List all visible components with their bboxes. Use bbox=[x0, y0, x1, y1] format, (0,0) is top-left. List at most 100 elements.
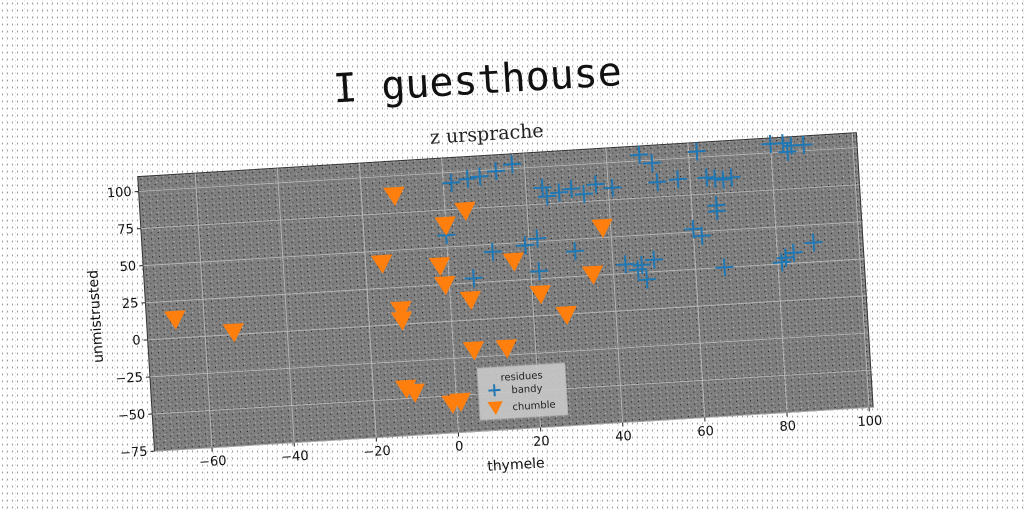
point-bandy bbox=[773, 134, 792, 153]
point-bandy bbox=[794, 135, 813, 154]
x-tick-label: −60 bbox=[199, 454, 227, 471]
point-chumble bbox=[441, 394, 463, 414]
point-chumble bbox=[502, 252, 525, 272]
point-bandy bbox=[616, 255, 635, 274]
point-bandy bbox=[603, 178, 622, 197]
point-chumble bbox=[222, 323, 244, 343]
point-bandy bbox=[804, 233, 823, 252]
grid-line-y bbox=[140, 184, 860, 229]
point-bandy bbox=[722, 168, 741, 187]
point-chumble bbox=[383, 186, 405, 206]
point-bandy bbox=[784, 243, 803, 262]
point-bandy bbox=[643, 154, 662, 173]
x-tick-label: 60 bbox=[697, 424, 714, 440]
x-tick-label: 20 bbox=[533, 434, 550, 450]
legend-label-bandy: bandy bbox=[511, 383, 543, 396]
point-bandy bbox=[648, 173, 667, 192]
point-bandy bbox=[566, 242, 585, 261]
legend-title: residues bbox=[500, 370, 543, 384]
point-chumble bbox=[529, 284, 551, 305]
point-bandy bbox=[644, 250, 663, 269]
data-points bbox=[164, 134, 823, 414]
point-chumble bbox=[434, 275, 456, 296]
point-bandy bbox=[630, 145, 649, 164]
x-tick-label: 40 bbox=[615, 429, 632, 445]
x-tick-label: −40 bbox=[281, 449, 309, 466]
point-bandy bbox=[628, 260, 648, 279]
point-bandy bbox=[714, 170, 733, 189]
point-bandy bbox=[470, 167, 489, 186]
grid-line-y bbox=[147, 295, 867, 341]
legend: residues bandy chumble bbox=[476, 362, 569, 421]
x-axis-ticks: −60 −40 −20 0 20 40 60 80 100 bbox=[199, 407, 883, 471]
point-bandy bbox=[502, 155, 522, 174]
y-tick-label: 50 bbox=[119, 259, 136, 275]
y-tick-label: −50 bbox=[117, 407, 145, 424]
point-chumble bbox=[390, 300, 412, 321]
point-bandy bbox=[707, 202, 726, 221]
point-bandy bbox=[442, 173, 461, 192]
point-chumble bbox=[434, 216, 456, 236]
point-bandy bbox=[692, 226, 711, 246]
grid-line-y bbox=[145, 258, 865, 304]
legend-label-chumble: chumble bbox=[512, 400, 556, 414]
grid-lines bbox=[138, 132, 874, 452]
point-chumble bbox=[581, 265, 604, 285]
point-bandy bbox=[528, 229, 547, 248]
point-bandy bbox=[778, 142, 797, 161]
y-tick-label: 0 bbox=[132, 333, 141, 348]
point-bandy bbox=[684, 220, 703, 239]
point-bandy bbox=[687, 142, 706, 161]
grid-line-y bbox=[138, 147, 858, 192]
point-bandy bbox=[586, 175, 605, 194]
point-chumble bbox=[403, 383, 425, 403]
grid-line-x bbox=[851, 132, 870, 408]
x-axis-label: thymele bbox=[487, 455, 545, 474]
point-bandy bbox=[705, 169, 724, 188]
point-chumble bbox=[164, 310, 186, 330]
grid-line-y bbox=[143, 221, 862, 267]
grid-line-x bbox=[359, 163, 377, 438]
y-tick-label: 75 bbox=[117, 222, 134, 238]
point-bandy bbox=[533, 178, 552, 197]
point-bandy bbox=[562, 179, 581, 198]
y-tick-label: −25 bbox=[115, 370, 143, 387]
y-tick-label: 100 bbox=[106, 185, 132, 201]
point-chumble bbox=[428, 256, 451, 277]
point-chumble bbox=[487, 401, 503, 416]
point-chumble bbox=[462, 341, 485, 361]
point-bandy bbox=[488, 384, 501, 397]
point-chumble bbox=[454, 201, 476, 222]
point-chumble bbox=[390, 311, 413, 331]
point-bandy bbox=[574, 184, 593, 204]
point-chumble bbox=[555, 305, 577, 326]
x-tick-label: 100 bbox=[857, 414, 883, 430]
point-bandy bbox=[483, 242, 502, 261]
point-bandy bbox=[772, 253, 791, 272]
plot-texture bbox=[137, 132, 874, 452]
point-chumble bbox=[459, 290, 482, 311]
point-bandy bbox=[458, 169, 477, 188]
grid-line-x bbox=[769, 137, 788, 413]
x-tick-label: 80 bbox=[779, 419, 796, 435]
grid-line-y bbox=[154, 406, 874, 452]
legend-entries: bandy chumble bbox=[487, 383, 556, 416]
grid-line-x bbox=[194, 173, 213, 448]
point-bandy bbox=[464, 269, 483, 288]
point-chumble bbox=[370, 254, 393, 274]
point-bandy bbox=[668, 170, 687, 189]
x-tick-label: −20 bbox=[363, 444, 391, 461]
chart-title: I guesthouse bbox=[332, 49, 623, 113]
point-bandy bbox=[715, 258, 734, 277]
grid-line-x bbox=[276, 168, 295, 443]
point-bandy bbox=[516, 236, 535, 255]
point-bandy bbox=[776, 248, 795, 267]
point-chumble bbox=[495, 339, 517, 359]
y-axis-label: unmistrusted bbox=[85, 270, 107, 364]
point-bandy bbox=[550, 183, 569, 202]
grid-line-x bbox=[605, 147, 624, 423]
grid-line-y bbox=[149, 332, 869, 378]
point-bandy bbox=[537, 187, 557, 206]
point-chumble bbox=[591, 218, 613, 238]
